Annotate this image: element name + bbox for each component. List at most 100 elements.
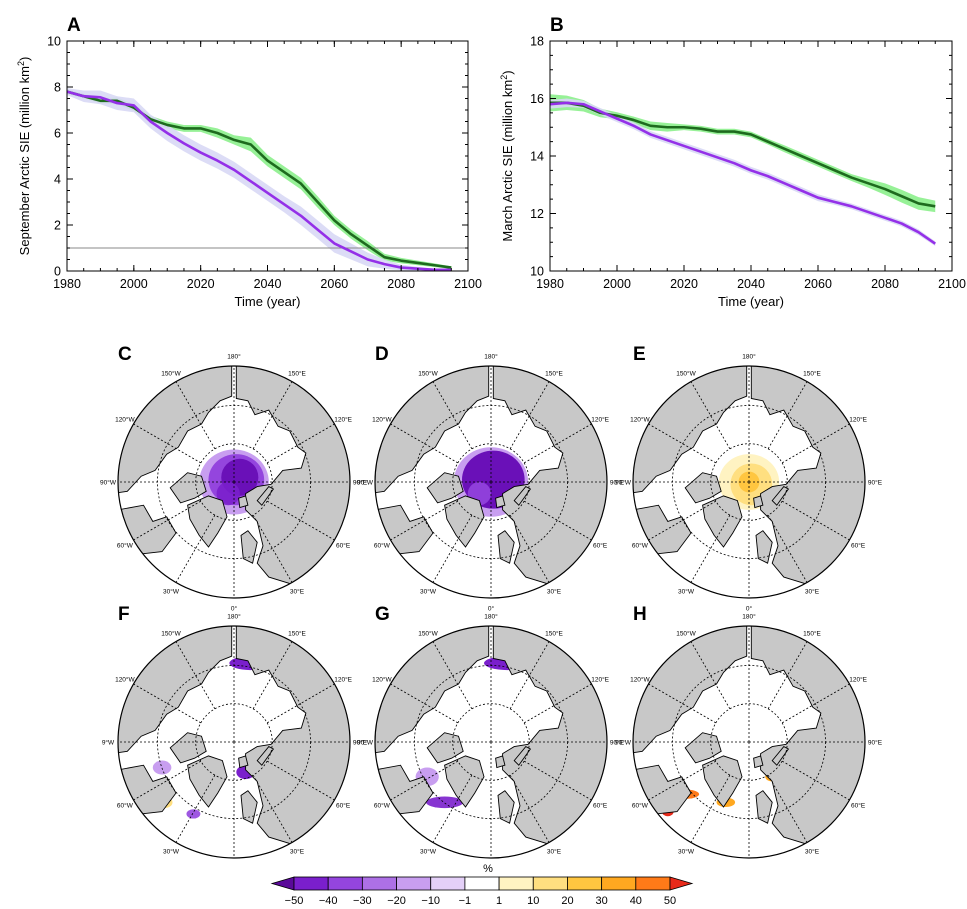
y-tick-label: 8 <box>54 81 61 95</box>
longitude-label: 150°E <box>803 369 821 377</box>
map-border <box>117 365 351 599</box>
longitude-label: 120°E <box>334 676 352 684</box>
land-mass <box>169 472 207 504</box>
longitude-label: 180° <box>742 613 756 621</box>
colorbar-tick-label: −50 <box>285 895 304 907</box>
map-border <box>374 365 608 599</box>
land-mass <box>187 495 228 548</box>
colorbar-tick-label: −10 <box>421 895 440 907</box>
longitude-label: 90°E <box>610 479 625 487</box>
longitude-label: 150°W <box>418 369 438 377</box>
panel-letter: D <box>375 344 389 365</box>
land-mass <box>426 732 464 764</box>
latitude-circle <box>195 443 273 521</box>
longitude-label: 30°E <box>547 848 562 856</box>
longitude-label: 30°W <box>678 588 695 596</box>
longitude-label: 120°E <box>591 676 609 684</box>
longitude-label: 30°E <box>290 588 305 596</box>
y-tick-label: 4 <box>54 173 61 187</box>
longitude-label: 30°E <box>805 588 820 596</box>
longitude-label: 60°W <box>632 802 649 810</box>
meridian <box>690 774 731 843</box>
land-mass <box>492 366 607 598</box>
longitude-label: 180° <box>227 613 241 621</box>
meridian <box>690 514 731 583</box>
land-mass <box>702 755 743 808</box>
longitude-label: 60°E <box>336 802 351 810</box>
y-tick-label: 16 <box>530 92 544 106</box>
land-mass <box>444 495 485 548</box>
meridian <box>509 514 550 583</box>
land-mass <box>169 732 207 764</box>
panel-letter: C <box>118 344 132 365</box>
meridian <box>509 381 550 450</box>
y-tick-label: 12 <box>530 207 544 221</box>
y-axis-label: September Arctic SIE (million km2) <box>16 57 32 256</box>
x-axis-label: Time (year) <box>718 294 784 309</box>
land-mass <box>444 755 485 808</box>
latitude-circle <box>452 443 530 521</box>
meridian <box>133 683 202 724</box>
land-mass <box>240 530 258 564</box>
colorbar-tick-label: 10 <box>527 895 539 907</box>
meridian <box>252 774 293 843</box>
longitude-label: 180° <box>484 613 498 621</box>
x-tick-label: 2000 <box>120 277 148 291</box>
x-tick-label: 2100 <box>938 277 966 291</box>
longitude-label: 150°E <box>545 369 563 377</box>
longitude-label: 30°W <box>420 848 437 856</box>
longitude-label: 120°W <box>372 416 392 424</box>
longitude-label: 120°W <box>630 676 650 684</box>
meridian <box>133 500 202 541</box>
chart-a: A 1980 2000 2020 2040 2060 2080 2100 0 2 4 6 8 10 Time… <box>16 15 482 309</box>
y-tick-label: 6 <box>54 127 61 141</box>
meridian <box>133 423 202 464</box>
longitude-label: 30°E <box>547 588 562 596</box>
x-tick-label: 2040 <box>254 277 282 291</box>
meridian <box>175 514 216 583</box>
x-tick-label: 2060 <box>320 277 348 291</box>
y-axis-label: March Arctic SIE (million km2) <box>499 70 515 241</box>
meridian <box>648 423 717 464</box>
land-mass <box>750 626 865 858</box>
meridian <box>266 683 335 724</box>
longitude-label: 60°E <box>593 542 608 550</box>
meridian <box>390 683 459 724</box>
panel-letter: E <box>633 344 646 365</box>
longitude-label: 90°W <box>357 479 374 487</box>
longitude-label: 60°W <box>117 802 134 810</box>
colorbar-swatch <box>430 876 466 891</box>
land-mass <box>497 530 515 564</box>
meridian <box>175 774 216 843</box>
x-tick-label: 1980 <box>536 277 564 291</box>
y-tick-label: 0 <box>54 265 61 279</box>
colorbar-swatch <box>567 876 603 891</box>
longitude-label: 30°W <box>163 588 180 596</box>
longitude-label: 120°W <box>630 416 650 424</box>
longitude-label: 30°W <box>420 588 437 596</box>
meridian <box>523 500 592 541</box>
colorbar-tick-label: 50 <box>664 895 676 907</box>
colorbar-tick-label: 40 <box>630 895 642 907</box>
colorbar-swatch <box>601 876 637 891</box>
meridian <box>509 774 550 843</box>
colorbar-title: % <box>483 863 493 875</box>
longitude-label: 120°W <box>115 416 135 424</box>
map-C: C 180° 150°E 120°E 90°E 60°E 30°E 0° 30°W 60°W 90°… <box>100 344 368 613</box>
longitude-label: 120°E <box>849 416 867 424</box>
land-mass <box>684 732 722 764</box>
longitude-label: 180° <box>742 353 756 361</box>
colorbar-tick-label: 1 <box>496 895 502 907</box>
land-mass <box>513 486 532 506</box>
map-E: E 180° 150°E 120°E 90°E 60°E 30°E 0° 30°W 60°W 90°… <box>615 344 883 613</box>
longitude-label: 30°E <box>805 848 820 856</box>
meridian <box>781 683 850 724</box>
x-tick-label: 2080 <box>387 277 415 291</box>
meridian <box>175 641 216 710</box>
land-mass <box>702 495 743 548</box>
map-D: D 180° 150°E 120°E 90°E 60°E 30°E 0° 30°W 60°W 90°… <box>357 344 625 613</box>
land-mass <box>750 366 865 598</box>
anomaly-patch <box>152 760 172 775</box>
meridian <box>767 774 808 843</box>
x-tick-label: 2040 <box>737 277 765 291</box>
